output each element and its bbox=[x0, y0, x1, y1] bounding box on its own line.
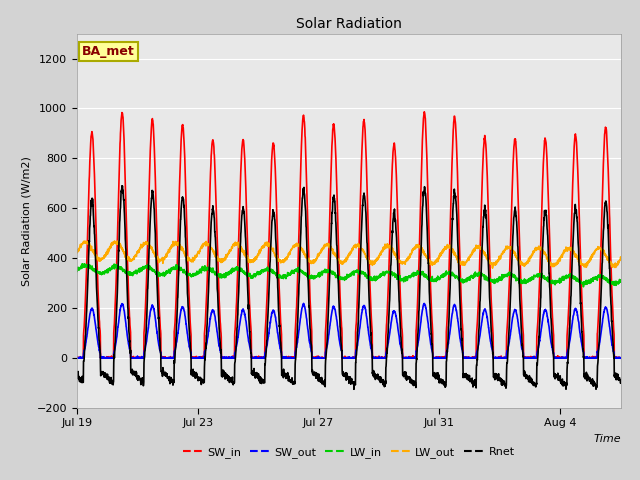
LW_out bbox=[617, 255, 625, 261]
LW_in bbox=[580, 284, 588, 289]
Rnet bbox=[617, 377, 625, 383]
SW_in bbox=[159, 354, 166, 360]
Rnet bbox=[350, 386, 358, 392]
LW_out bbox=[547, 260, 555, 266]
SW_in bbox=[420, 109, 428, 115]
LW_in bbox=[126, 271, 134, 277]
SW_out bbox=[300, 300, 307, 306]
Line: LW_in: LW_in bbox=[77, 264, 621, 287]
SW_in bbox=[73, 355, 81, 361]
Line: Rnet: Rnet bbox=[77, 186, 621, 389]
LW_in bbox=[547, 280, 554, 286]
Rnet bbox=[271, 212, 278, 217]
SW_out bbox=[617, 355, 625, 361]
SW_in bbox=[193, 355, 201, 360]
LW_out bbox=[271, 251, 278, 256]
Rnet bbox=[118, 183, 126, 189]
Y-axis label: Solar Radiation (W/m2): Solar Radiation (W/m2) bbox=[21, 156, 31, 286]
LW_out bbox=[73, 250, 81, 255]
Text: BA_met: BA_met bbox=[82, 45, 135, 58]
SW_out bbox=[125, 346, 133, 352]
LW_out bbox=[111, 238, 118, 244]
Text: Time: Time bbox=[593, 434, 621, 444]
SW_in bbox=[366, 280, 374, 286]
SW_out bbox=[193, 355, 201, 360]
LW_out bbox=[194, 251, 202, 256]
LW_out bbox=[489, 265, 497, 271]
Line: SW_out: SW_out bbox=[77, 303, 621, 358]
Rnet bbox=[159, 373, 166, 379]
SW_in bbox=[270, 146, 278, 152]
Rnet bbox=[194, 375, 202, 381]
Rnet bbox=[367, 322, 374, 328]
SW_out bbox=[159, 355, 166, 361]
SW_out bbox=[547, 337, 554, 343]
LW_in bbox=[79, 261, 86, 267]
Rnet bbox=[547, 315, 555, 321]
LW_out bbox=[126, 258, 134, 264]
LW_in bbox=[73, 268, 81, 274]
Rnet bbox=[73, 375, 81, 381]
SW_out bbox=[366, 340, 374, 346]
LW_out bbox=[159, 255, 166, 261]
Line: LW_out: LW_out bbox=[77, 241, 621, 268]
LW_in bbox=[617, 277, 625, 283]
LW_in bbox=[159, 273, 166, 278]
Line: SW_in: SW_in bbox=[77, 112, 621, 358]
LW_in bbox=[194, 271, 202, 276]
Rnet bbox=[126, 338, 134, 344]
SW_in bbox=[125, 314, 133, 320]
SW_in bbox=[547, 271, 554, 277]
LW_out bbox=[366, 259, 374, 264]
SW_in bbox=[617, 355, 625, 361]
Title: Solar Radiation: Solar Radiation bbox=[296, 17, 402, 31]
SW_out bbox=[73, 355, 81, 361]
LW_in bbox=[271, 269, 278, 275]
LW_in bbox=[366, 274, 374, 280]
Legend: SW_in, SW_out, LW_in, LW_out, Rnet: SW_in, SW_out, LW_in, LW_out, Rnet bbox=[179, 443, 519, 462]
SW_out bbox=[270, 309, 278, 314]
